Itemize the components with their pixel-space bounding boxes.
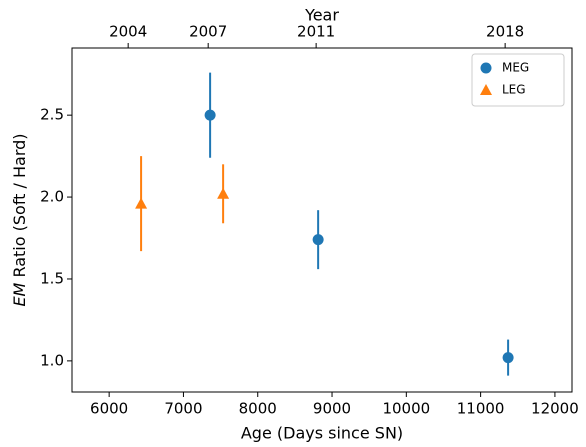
x2-tick-label: 2011 [297, 23, 335, 41]
x-tick-label: 8000 [239, 400, 277, 418]
x-tick-label: 9000 [313, 400, 351, 418]
x-tick-label: 11000 [457, 400, 505, 418]
marker [204, 109, 216, 121]
legend-label: LEG [502, 83, 526, 97]
y-tick-label: 1.0 [40, 351, 64, 369]
y-axis-label-rest: Ratio (Soft / Hard) [10, 133, 29, 277]
x2-tick-label: 2004 [109, 23, 147, 41]
y-tick-label: 2.5 [40, 106, 64, 124]
legend-frame [471, 53, 565, 107]
x2-tick-label: 2007 [189, 23, 227, 41]
x-tick-label: 7000 [164, 400, 202, 418]
x-tick-label: 12000 [531, 400, 579, 418]
y-axis-label: EM Ratio (Soft / Hard) [10, 133, 29, 306]
legend-marker [480, 62, 492, 74]
plot-frame [71, 47, 573, 393]
x-tick-label: 6000 [90, 400, 128, 418]
marker [312, 234, 324, 246]
legend-label: MEG [502, 61, 529, 75]
marker [217, 187, 230, 199]
marker [135, 197, 148, 209]
x2-axis-label: Year [304, 6, 339, 25]
legend-marker [480, 84, 492, 95]
y-axis-label-italic: EM [10, 282, 29, 306]
legend: MEG LEG [471, 53, 565, 107]
marker [502, 352, 514, 364]
x2-tick-label: 2018 [486, 23, 524, 41]
x-tick-label: 10000 [382, 400, 430, 418]
x-axis-label: Age (Days since SN) [241, 424, 403, 443]
y-tick-label: 1.5 [40, 269, 64, 287]
y-tick-label: 2.0 [40, 188, 64, 206]
